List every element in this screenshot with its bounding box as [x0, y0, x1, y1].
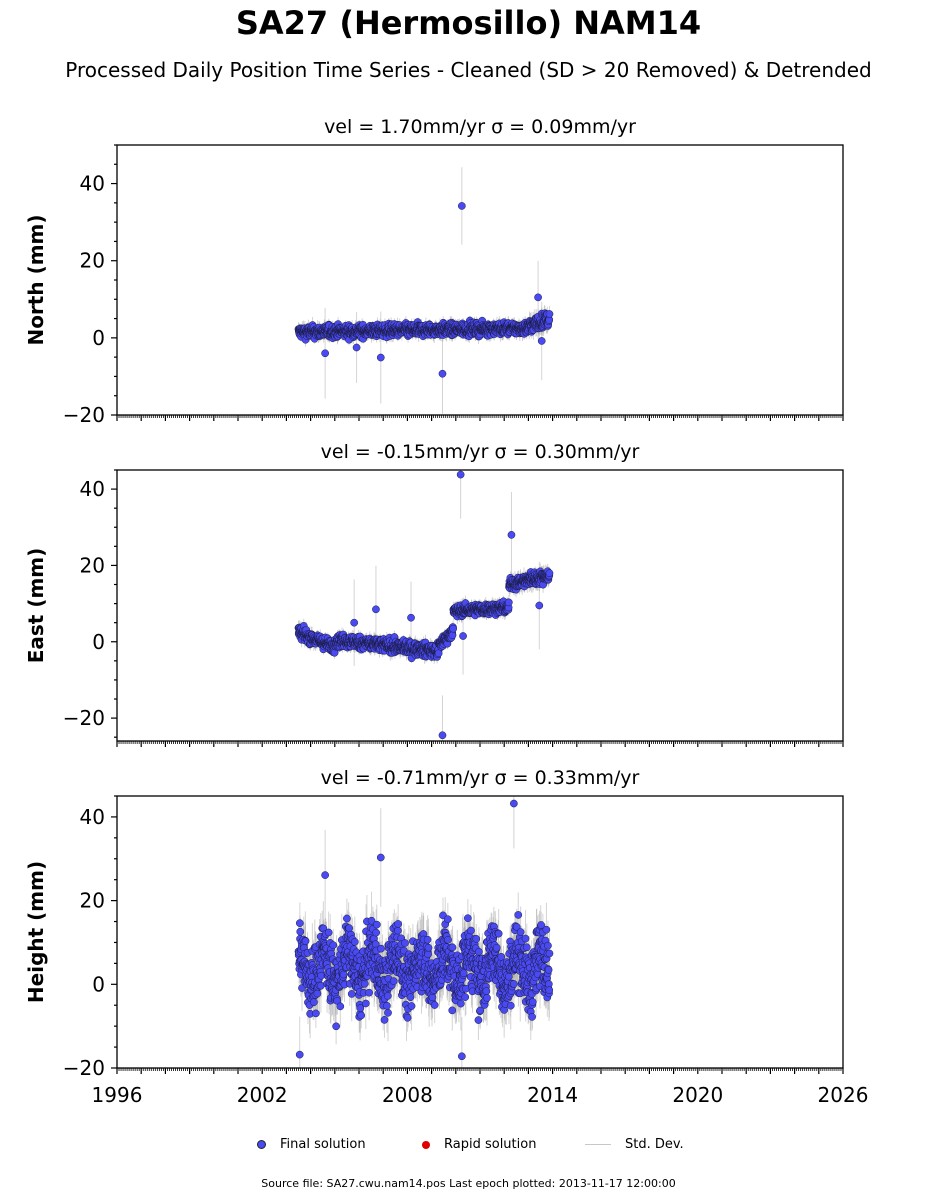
data-point: [438, 369, 447, 378]
data-point: [504, 598, 513, 607]
data-point: [350, 618, 359, 627]
y-axis-ticks: −20 0 20 40: [63, 144, 117, 427]
panel-title: vel = 1.70mm/yr σ = 0.09mm/yr: [324, 116, 636, 138]
data-point: [352, 343, 361, 352]
data-point: [321, 349, 329, 358]
data-point: [537, 337, 546, 345]
data-point: [448, 631, 457, 640]
data-point: [458, 202, 466, 210]
data-point: [438, 731, 447, 740]
page-title: SA27 (Hermosillo) NAM14: [235, 4, 702, 42]
data-point: [456, 470, 465, 479]
data-point: [545, 310, 554, 318]
data-point: [449, 624, 458, 633]
plot-frame: [116, 144, 844, 416]
x-axis-ticks: [116, 415, 844, 421]
panel-title: vel = -0.15mm/yr σ = 0.30mm/yr: [321, 441, 640, 463]
x-axis-ticks: [116, 741, 844, 747]
std-dev-bars: [298, 167, 550, 414]
data-point: [545, 569, 554, 578]
y-tick-label: 40: [80, 172, 105, 196]
y-axis-label: East (mm): [24, 548, 48, 664]
y-axis-label: North (mm): [24, 214, 48, 345]
final-solution-points: [294, 470, 554, 740]
page-subtitle: Processed Daily Position Time Series - C…: [65, 58, 872, 82]
y-tick-label: 0: [92, 326, 105, 350]
final-solution-points: [294, 202, 554, 378]
data-point: [535, 601, 544, 610]
data-point: [434, 649, 443, 658]
data-point: [507, 531, 516, 539]
data-point: [372, 605, 380, 614]
y-tick-label: −20: [63, 403, 105, 427]
y-tick-label: 20: [80, 249, 105, 273]
data-point: [534, 293, 542, 302]
data-point: [407, 613, 415, 622]
data-point: [376, 353, 385, 362]
data-point: [459, 632, 467, 640]
